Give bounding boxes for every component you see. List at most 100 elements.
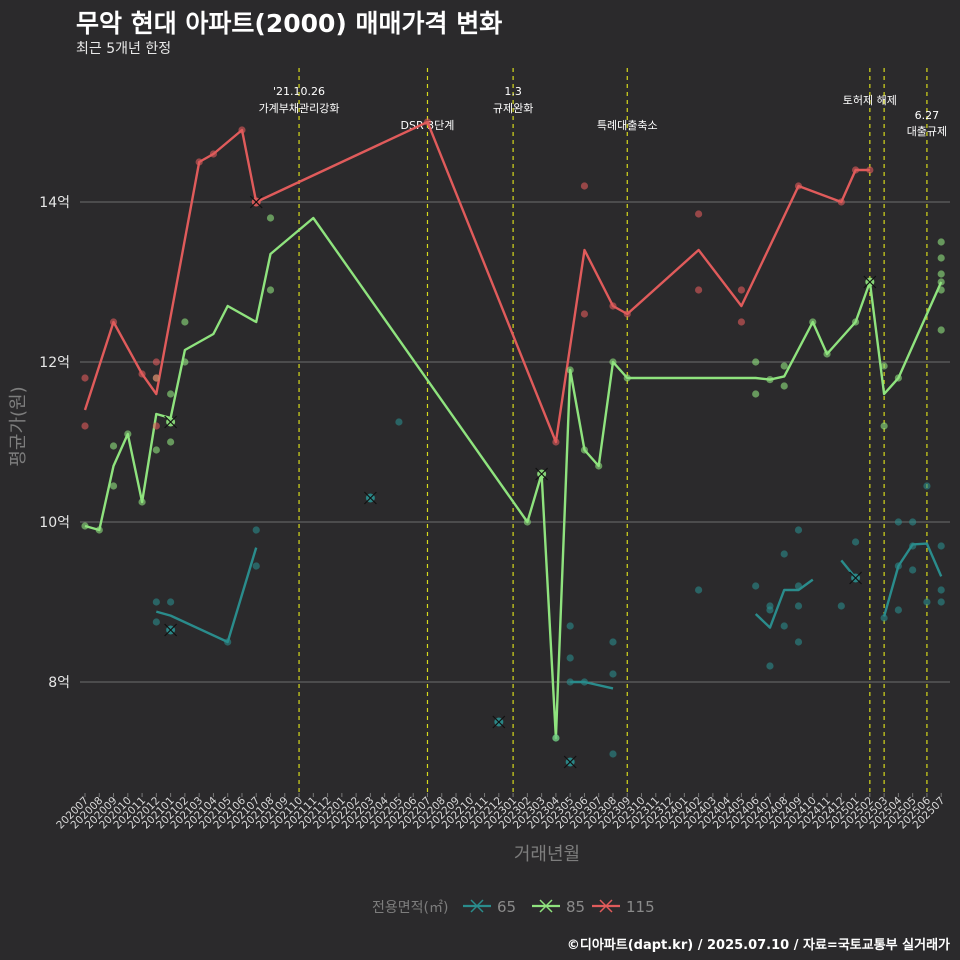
data-point bbox=[766, 606, 774, 614]
data-point bbox=[923, 598, 931, 606]
y-axis-title: 평균가(원) bbox=[8, 386, 29, 466]
data-point bbox=[109, 482, 118, 490]
event-label: 대출규제 bbox=[907, 125, 947, 138]
data-point bbox=[566, 654, 574, 662]
data-point bbox=[794, 638, 803, 646]
data-point bbox=[794, 582, 803, 590]
data-point bbox=[695, 210, 703, 218]
data-point bbox=[880, 422, 888, 430]
data-point bbox=[138, 498, 146, 506]
data-point bbox=[823, 350, 831, 358]
data-point bbox=[609, 638, 617, 646]
data-point bbox=[937, 586, 945, 594]
data-point bbox=[609, 302, 617, 310]
data-point bbox=[780, 550, 788, 558]
data-point bbox=[937, 254, 945, 262]
data-point bbox=[266, 214, 275, 222]
x-marker bbox=[249, 195, 263, 209]
data-point bbox=[837, 602, 845, 610]
data-point bbox=[566, 622, 574, 630]
data-point bbox=[152, 374, 160, 382]
data-point bbox=[566, 678, 574, 686]
data-point bbox=[252, 526, 260, 534]
x-axis-title: 거래년월 bbox=[514, 844, 580, 865]
legend-swatch-marker bbox=[470, 899, 484, 913]
x-marker bbox=[849, 571, 863, 585]
data-point bbox=[95, 526, 103, 534]
series-points bbox=[81, 118, 945, 769]
legend-label: 85 bbox=[566, 898, 585, 916]
data-point bbox=[609, 670, 617, 678]
data-point bbox=[766, 376, 774, 384]
data-point bbox=[866, 166, 874, 174]
x-marker bbox=[164, 623, 178, 637]
data-point bbox=[851, 318, 860, 326]
data-point bbox=[81, 522, 89, 530]
x-marker bbox=[363, 491, 377, 505]
data-point bbox=[623, 310, 631, 318]
x-marker bbox=[563, 755, 577, 769]
data-point bbox=[395, 418, 403, 426]
event-label: 특례대출축소 bbox=[597, 119, 658, 132]
data-point bbox=[780, 362, 788, 370]
data-point bbox=[894, 374, 902, 382]
data-point bbox=[909, 566, 917, 574]
data-point bbox=[580, 446, 589, 454]
x-marker bbox=[535, 467, 549, 481]
data-point bbox=[224, 638, 232, 646]
data-point bbox=[580, 678, 589, 686]
legend-label: 65 bbox=[497, 898, 516, 916]
data-point bbox=[609, 750, 617, 758]
data-point bbox=[766, 662, 774, 670]
data-point bbox=[894, 562, 902, 570]
x-marker bbox=[863, 275, 877, 289]
data-point bbox=[909, 518, 917, 526]
legend-swatch-marker bbox=[539, 899, 553, 913]
data-point bbox=[780, 382, 788, 390]
data-point bbox=[138, 370, 146, 378]
data-point bbox=[909, 542, 917, 550]
data-point bbox=[894, 606, 902, 614]
data-point bbox=[566, 366, 574, 374]
legend-swatch-marker bbox=[599, 899, 613, 913]
series-line bbox=[754, 578, 814, 629]
data-point bbox=[937, 270, 945, 278]
data-point bbox=[152, 618, 160, 626]
data-point bbox=[851, 538, 860, 546]
data-point bbox=[695, 586, 703, 594]
data-point bbox=[695, 286, 703, 294]
series-line bbox=[882, 542, 943, 617]
data-point bbox=[266, 286, 275, 294]
data-point bbox=[181, 358, 189, 366]
data-point bbox=[580, 310, 589, 318]
data-point bbox=[794, 182, 803, 190]
series-line bbox=[570, 680, 614, 690]
data-point bbox=[937, 542, 945, 550]
y-tick-label: 8억 bbox=[48, 675, 70, 691]
data-point bbox=[167, 438, 175, 446]
data-point bbox=[794, 602, 803, 610]
chart-title: 무악 현대 아파트(2000) 매매가격 변화 bbox=[76, 9, 503, 38]
data-point bbox=[880, 362, 888, 370]
data-point bbox=[794, 526, 803, 534]
data-point bbox=[837, 198, 845, 206]
data-point bbox=[923, 482, 931, 490]
x-axis: 2020072020082020092020102020112020122021… bbox=[54, 793, 947, 865]
legend-label: 115 bbox=[626, 898, 655, 916]
data-point bbox=[937, 286, 945, 294]
data-point bbox=[737, 318, 746, 326]
x-marker bbox=[164, 415, 178, 429]
data-point bbox=[552, 438, 560, 446]
data-point bbox=[623, 374, 631, 382]
event-label: 가계부채관리강화 bbox=[259, 102, 340, 115]
y-tick-label: 10억 bbox=[39, 515, 70, 531]
event-label: 1.3 bbox=[504, 85, 522, 98]
data-point bbox=[167, 598, 175, 606]
data-point bbox=[880, 614, 888, 622]
data-point bbox=[81, 374, 89, 382]
data-point bbox=[609, 358, 617, 366]
data-point bbox=[252, 562, 260, 570]
data-point bbox=[752, 582, 760, 590]
